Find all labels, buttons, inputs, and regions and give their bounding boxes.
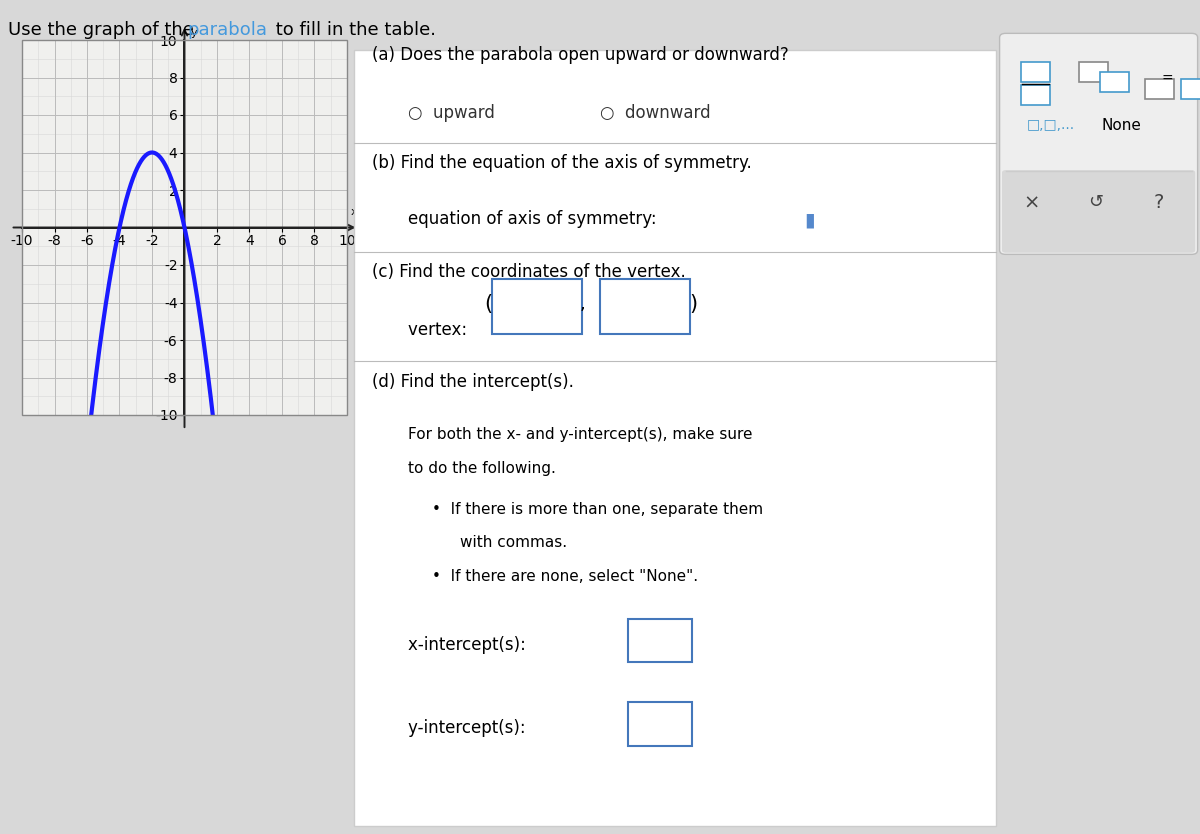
Text: y: y xyxy=(190,28,197,38)
Text: ): ) xyxy=(690,294,697,314)
Text: Use the graph of the: Use the graph of the xyxy=(8,21,200,39)
Text: y-intercept(s):: y-intercept(s): xyxy=(408,719,536,737)
Text: x-intercept(s):: x-intercept(s): xyxy=(408,636,536,655)
Text: equation of axis of symmetry:: equation of axis of symmetry: xyxy=(408,210,667,229)
Text: ?: ? xyxy=(1154,193,1164,213)
Text: (a) Does the parabola open upward or downward?: (a) Does the parabola open upward or dow… xyxy=(372,46,788,64)
Text: ↺: ↺ xyxy=(1088,193,1103,212)
Text: (c) Find the coordinates of the vertex.: (c) Find the coordinates of the vertex. xyxy=(372,263,685,281)
Text: •  If there is more than one, separate them: • If there is more than one, separate th… xyxy=(432,502,763,517)
Text: ,: , xyxy=(580,295,584,314)
Text: (: ( xyxy=(485,294,492,314)
Text: (d) Find the intercept(s).: (d) Find the intercept(s). xyxy=(372,373,574,391)
Text: •  If there are none, select "None".: • If there are none, select "None". xyxy=(432,569,698,584)
Text: parabola: parabola xyxy=(187,21,268,39)
Text: with commas.: with commas. xyxy=(460,535,566,550)
Text: to do the following.: to do the following. xyxy=(408,461,556,476)
Text: None: None xyxy=(1102,118,1141,133)
Text: ○  downward: ○ downward xyxy=(600,104,710,123)
Text: x: x xyxy=(350,207,356,217)
Text: vertex:: vertex: xyxy=(408,321,478,339)
Text: □,□,...: □,□,... xyxy=(1027,118,1075,133)
Text: ▮: ▮ xyxy=(804,210,815,229)
Text: For both the x- and y-intercept(s), make sure: For both the x- and y-intercept(s), make… xyxy=(408,427,752,442)
Text: ×: × xyxy=(1024,193,1040,213)
Text: =: = xyxy=(1162,73,1174,86)
Text: ○  upward: ○ upward xyxy=(408,104,494,123)
Text: (b) Find the equation of the axis of symmetry.: (b) Find the equation of the axis of sym… xyxy=(372,154,751,173)
Text: to fill in the table.: to fill in the table. xyxy=(270,21,436,39)
